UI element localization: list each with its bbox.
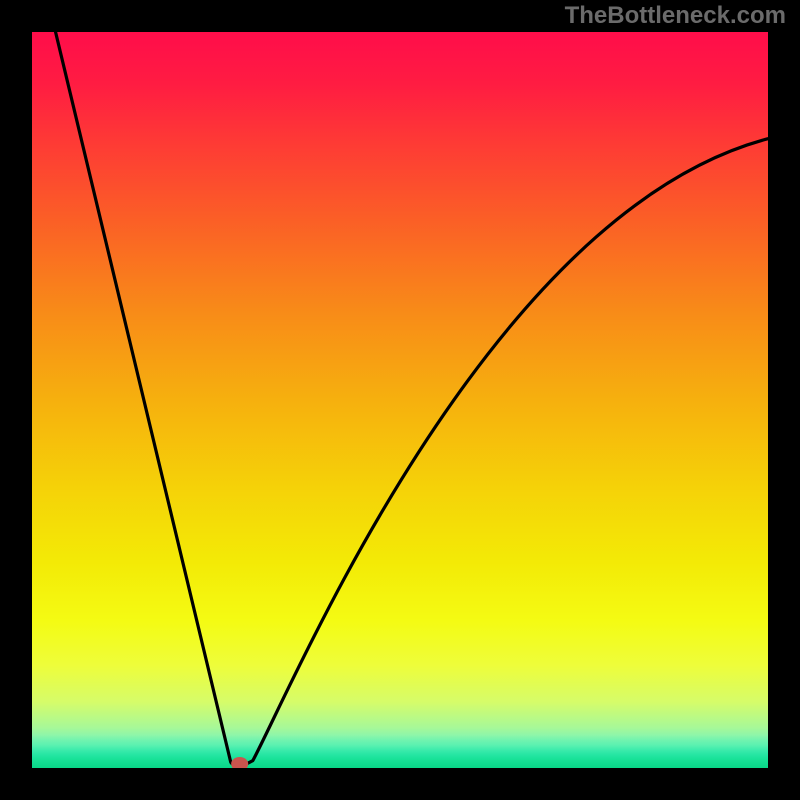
minimum-marker-icon (231, 757, 249, 768)
chart-frame: TheBottleneck.com (0, 0, 800, 800)
plot-area (32, 32, 768, 768)
attribution-label: TheBottleneck.com (565, 2, 786, 30)
curve-path (56, 32, 768, 766)
bottleneck-curve (32, 32, 768, 768)
